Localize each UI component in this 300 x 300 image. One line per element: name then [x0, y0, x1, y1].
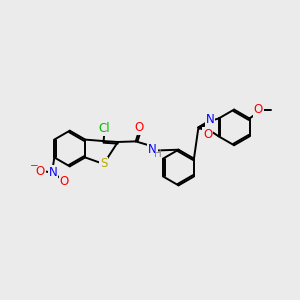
Text: −: −	[29, 161, 38, 171]
Text: N: N	[206, 112, 214, 126]
Text: N: N	[148, 142, 157, 156]
Text: O: O	[254, 103, 263, 116]
Text: O: O	[59, 175, 69, 188]
Text: O: O	[134, 121, 143, 134]
Text: H: H	[154, 148, 162, 159]
Text: O: O	[36, 165, 45, 178]
Text: O: O	[203, 128, 212, 141]
Text: Cl: Cl	[98, 122, 110, 135]
Text: N: N	[48, 167, 57, 179]
Text: S: S	[100, 158, 107, 170]
